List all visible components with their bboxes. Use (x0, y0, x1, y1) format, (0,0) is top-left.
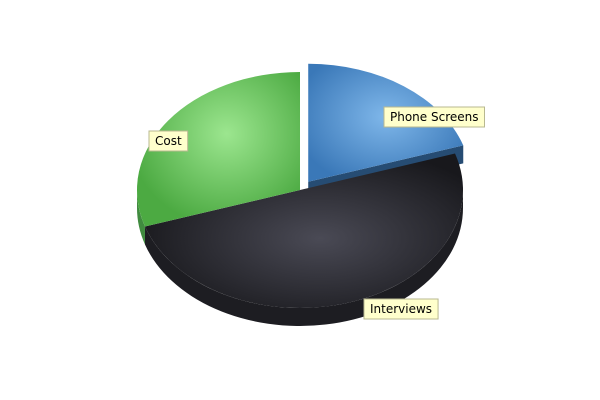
slice-label-interviews: Interviews (363, 298, 439, 320)
slice-label-box (383, 106, 485, 128)
slice-cost[interactable] (136, 72, 300, 227)
slice-interviews[interactable] (144, 153, 463, 308)
slice-label-phone-screens: Phone Screens (383, 106, 485, 128)
slice-label-text: Phone Screens (390, 110, 479, 124)
slice-label-cost: Cost (148, 130, 189, 152)
slice-label-text: Interviews (370, 302, 432, 316)
slice-label-box (363, 298, 439, 320)
pie-slices (136, 63, 464, 308)
slice-side-cost (137, 190, 145, 245)
slice-side-interviews (144, 190, 463, 326)
pie-labels: Phone Screens Interviews Cost (148, 106, 485, 320)
slice-label-text: Cost (155, 134, 182, 148)
slice-label-box (148, 130, 189, 152)
